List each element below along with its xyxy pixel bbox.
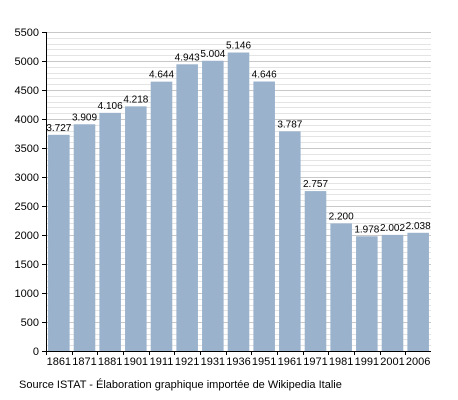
x-tick-label: 1961	[278, 356, 302, 368]
x-tick-label: 2006	[406, 356, 430, 368]
data-label: 2.200	[329, 211, 354, 222]
data-label: 4.943	[175, 52, 200, 63]
x-tick-label: 1911	[150, 356, 174, 368]
data-label: 5.146	[226, 41, 251, 52]
x-tick-label: 1971	[303, 356, 327, 368]
bar	[73, 124, 96, 351]
y-tick-label: 1000	[15, 288, 39, 300]
data-label: 3.909	[72, 112, 97, 123]
y-tick-label: 5000	[15, 56, 39, 68]
y-tick-label: 3000	[15, 172, 39, 184]
y-tick-label: 1500	[15, 259, 39, 271]
data-label: 4.106	[98, 101, 123, 112]
data-label: 4.218	[123, 94, 148, 105]
bar	[279, 131, 301, 351]
data-label: 4.644	[149, 70, 174, 81]
x-tick-label: 2001	[380, 356, 404, 368]
data-label: 3.727	[46, 123, 71, 134]
bar	[150, 81, 173, 351]
data-label: 3.787	[277, 119, 302, 130]
y-tick-label: 3500	[15, 143, 39, 155]
bar	[381, 234, 404, 351]
data-label: 2.038	[406, 221, 431, 232]
x-tick-label: 1981	[329, 356, 353, 368]
x-tick-label: 1921	[175, 356, 199, 368]
axes: 0 500 1000 1500 2000 2500 3000 3500 4000 4500 5000…	[15, 27, 431, 368]
bar	[253, 81, 275, 352]
source-note: Source ISTAT - Élaboration graphique imp…	[19, 379, 342, 391]
y-tick-label: 2500	[15, 201, 39, 213]
y-tick-label: 500	[21, 317, 39, 329]
x-tick-label: 1936	[226, 356, 250, 368]
bar	[125, 106, 147, 351]
data-label: 5.004	[200, 49, 225, 60]
x-tick-label: 1881	[98, 356, 122, 368]
bar	[304, 191, 327, 351]
y-tick-label: 4500	[15, 85, 39, 97]
x-tick-label: 1951	[252, 356, 276, 368]
data-label: 1.978	[354, 224, 379, 235]
data-label: 2.002	[380, 223, 405, 234]
bar	[330, 223, 352, 351]
x-tick-label: 1871	[72, 356, 96, 368]
bar	[356, 236, 378, 351]
data-label: 4.646	[252, 70, 277, 81]
y-tick-label: 2000	[15, 230, 39, 242]
bar	[176, 64, 198, 351]
x-tick-label: 1901	[124, 356, 148, 368]
bar	[227, 52, 250, 351]
y-tick-label: 0	[33, 346, 39, 358]
y-tick-label: 4000	[15, 114, 39, 126]
bar	[99, 112, 121, 352]
bar	[48, 134, 70, 351]
bar	[202, 60, 224, 351]
bars	[48, 52, 429, 352]
bar	[407, 232, 429, 351]
data-label: 2.757	[303, 179, 328, 190]
y-tick-label: 5500	[15, 27, 39, 39]
x-tick-label: 1931	[201, 356, 225, 368]
x-tick-label: 1991	[355, 356, 379, 368]
x-tick-label: 1861	[47, 356, 71, 368]
